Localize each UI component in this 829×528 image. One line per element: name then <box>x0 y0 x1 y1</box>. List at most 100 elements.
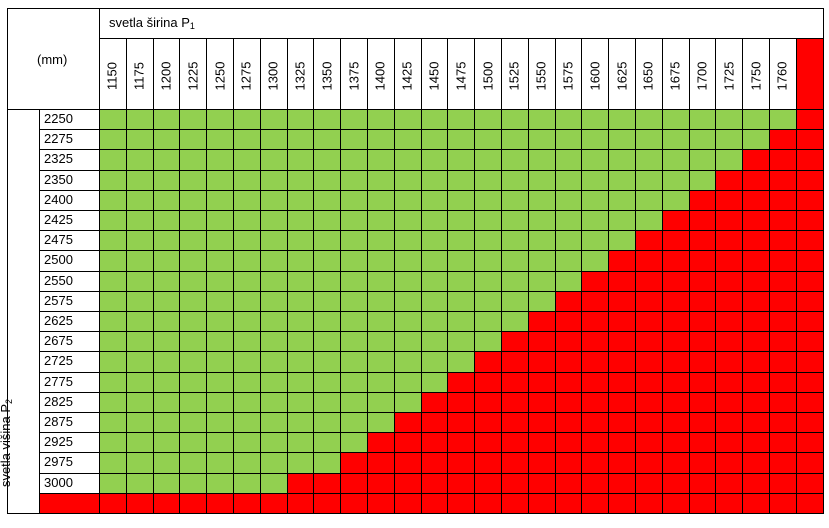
allowed-cell <box>125 270 154 292</box>
allowed-cell <box>527 230 556 252</box>
allowed-cell <box>152 129 181 151</box>
not-allowed-cell <box>688 412 717 434</box>
allowed-cell <box>581 230 610 252</box>
not-allowed-cell <box>795 169 824 191</box>
not-allowed-cell <box>742 351 770 373</box>
allowed-cell <box>367 250 395 272</box>
allowed-cell <box>286 169 315 191</box>
allowed-cell <box>608 129 636 151</box>
not-allowed-cell <box>340 452 368 474</box>
not-allowed-cell <box>742 432 770 454</box>
allowed-cell <box>527 129 556 151</box>
allowed-cell <box>206 472 234 494</box>
allowed-cell <box>474 290 502 312</box>
grid-line <box>39 230 823 232</box>
column-label: 1575 <box>560 61 576 90</box>
allowed-cell <box>286 210 315 232</box>
not-allowed-cell <box>554 311 583 333</box>
allowed-cell <box>501 290 529 312</box>
not-allowed-cell <box>715 290 744 312</box>
grid-line <box>39 290 823 292</box>
not-allowed-cell <box>447 391 476 413</box>
allowed-cell <box>474 169 502 191</box>
column-label: 1175 <box>131 61 147 90</box>
not-allowed-cell <box>581 331 610 353</box>
allowed-cell <box>179 109 208 131</box>
allowed-cell <box>367 189 395 211</box>
allowed-cell <box>313 412 342 434</box>
not-allowed-cell <box>795 391 824 413</box>
column-label: 1325 <box>292 61 308 90</box>
allowed-cell <box>233 169 261 191</box>
allowed-cell <box>233 230 261 252</box>
allowed-cell <box>393 371 422 393</box>
allowed-cell <box>99 472 127 494</box>
allowed-cell <box>233 189 261 211</box>
not-allowed-cell <box>581 290 610 312</box>
column-label: 1425 <box>399 61 415 90</box>
allowed-cell <box>554 230 583 252</box>
allowed-cell <box>393 351 422 373</box>
allowed-cell <box>313 452 342 474</box>
grid-line <box>39 270 823 272</box>
grid-line <box>39 492 823 494</box>
not-allowed-cell <box>715 492 744 514</box>
allowed-cell <box>688 109 717 131</box>
not-allowed-cell <box>795 371 824 393</box>
not-allowed-cell <box>527 391 556 413</box>
not-allowed-cell <box>474 492 502 514</box>
allowed-cell <box>420 230 449 252</box>
grid-line <box>39 351 823 353</box>
allowed-cell <box>608 109 636 131</box>
not-allowed-cell <box>286 492 315 514</box>
allowed-cell <box>501 250 529 272</box>
not-allowed-cell <box>635 230 663 252</box>
allowed-cell <box>447 210 476 232</box>
allowed-cell <box>259 189 288 211</box>
header-bottom-line <box>7 109 823 110</box>
allowed-cell <box>608 230 636 252</box>
grid-line <box>742 38 744 513</box>
allowed-cell <box>206 452 234 474</box>
allowed-cell <box>340 169 368 191</box>
allowed-cell <box>259 250 288 272</box>
not-allowed-cell <box>608 391 636 413</box>
allowed-cell <box>474 189 502 211</box>
grid-line <box>206 38 208 513</box>
width-header: svetla širina P1 <box>109 15 195 31</box>
not-allowed-cell <box>635 472 663 494</box>
row-label: 2500 <box>44 252 73 268</box>
allowed-cell <box>501 210 529 232</box>
allowed-cell <box>367 290 395 312</box>
allowed-cell <box>206 270 234 292</box>
not-allowed-cell <box>447 371 476 393</box>
not-allowed-cell <box>501 452 529 474</box>
allowed-cell <box>367 149 395 171</box>
grid-line <box>527 38 529 513</box>
not-allowed-cell <box>608 250 636 272</box>
allowed-cell <box>125 129 154 151</box>
allowed-cell <box>152 109 181 131</box>
not-allowed-cell <box>661 391 690 413</box>
not-allowed-cell <box>742 391 770 413</box>
allowed-cell <box>125 189 154 211</box>
allowed-cell <box>367 210 395 232</box>
allowed-cell <box>769 109 797 131</box>
grid-line <box>447 38 449 513</box>
not-allowed-cell <box>769 331 797 353</box>
allowed-cell <box>340 391 368 413</box>
allowed-cell <box>259 391 288 413</box>
allowed-cell <box>259 351 288 373</box>
not-allowed-cell <box>527 412 556 434</box>
allowed-cell <box>286 391 315 413</box>
not-allowed-cell <box>501 351 529 373</box>
allowed-cell <box>367 109 395 131</box>
not-allowed-cell <box>715 472 744 494</box>
allowed-cell <box>179 391 208 413</box>
allowed-cell <box>474 270 502 292</box>
not-allowed-cell <box>554 290 583 312</box>
allowed-cell <box>313 129 342 151</box>
allowed-cell <box>608 169 636 191</box>
column-label: 1275 <box>238 61 254 90</box>
allowed-cell <box>152 189 181 211</box>
